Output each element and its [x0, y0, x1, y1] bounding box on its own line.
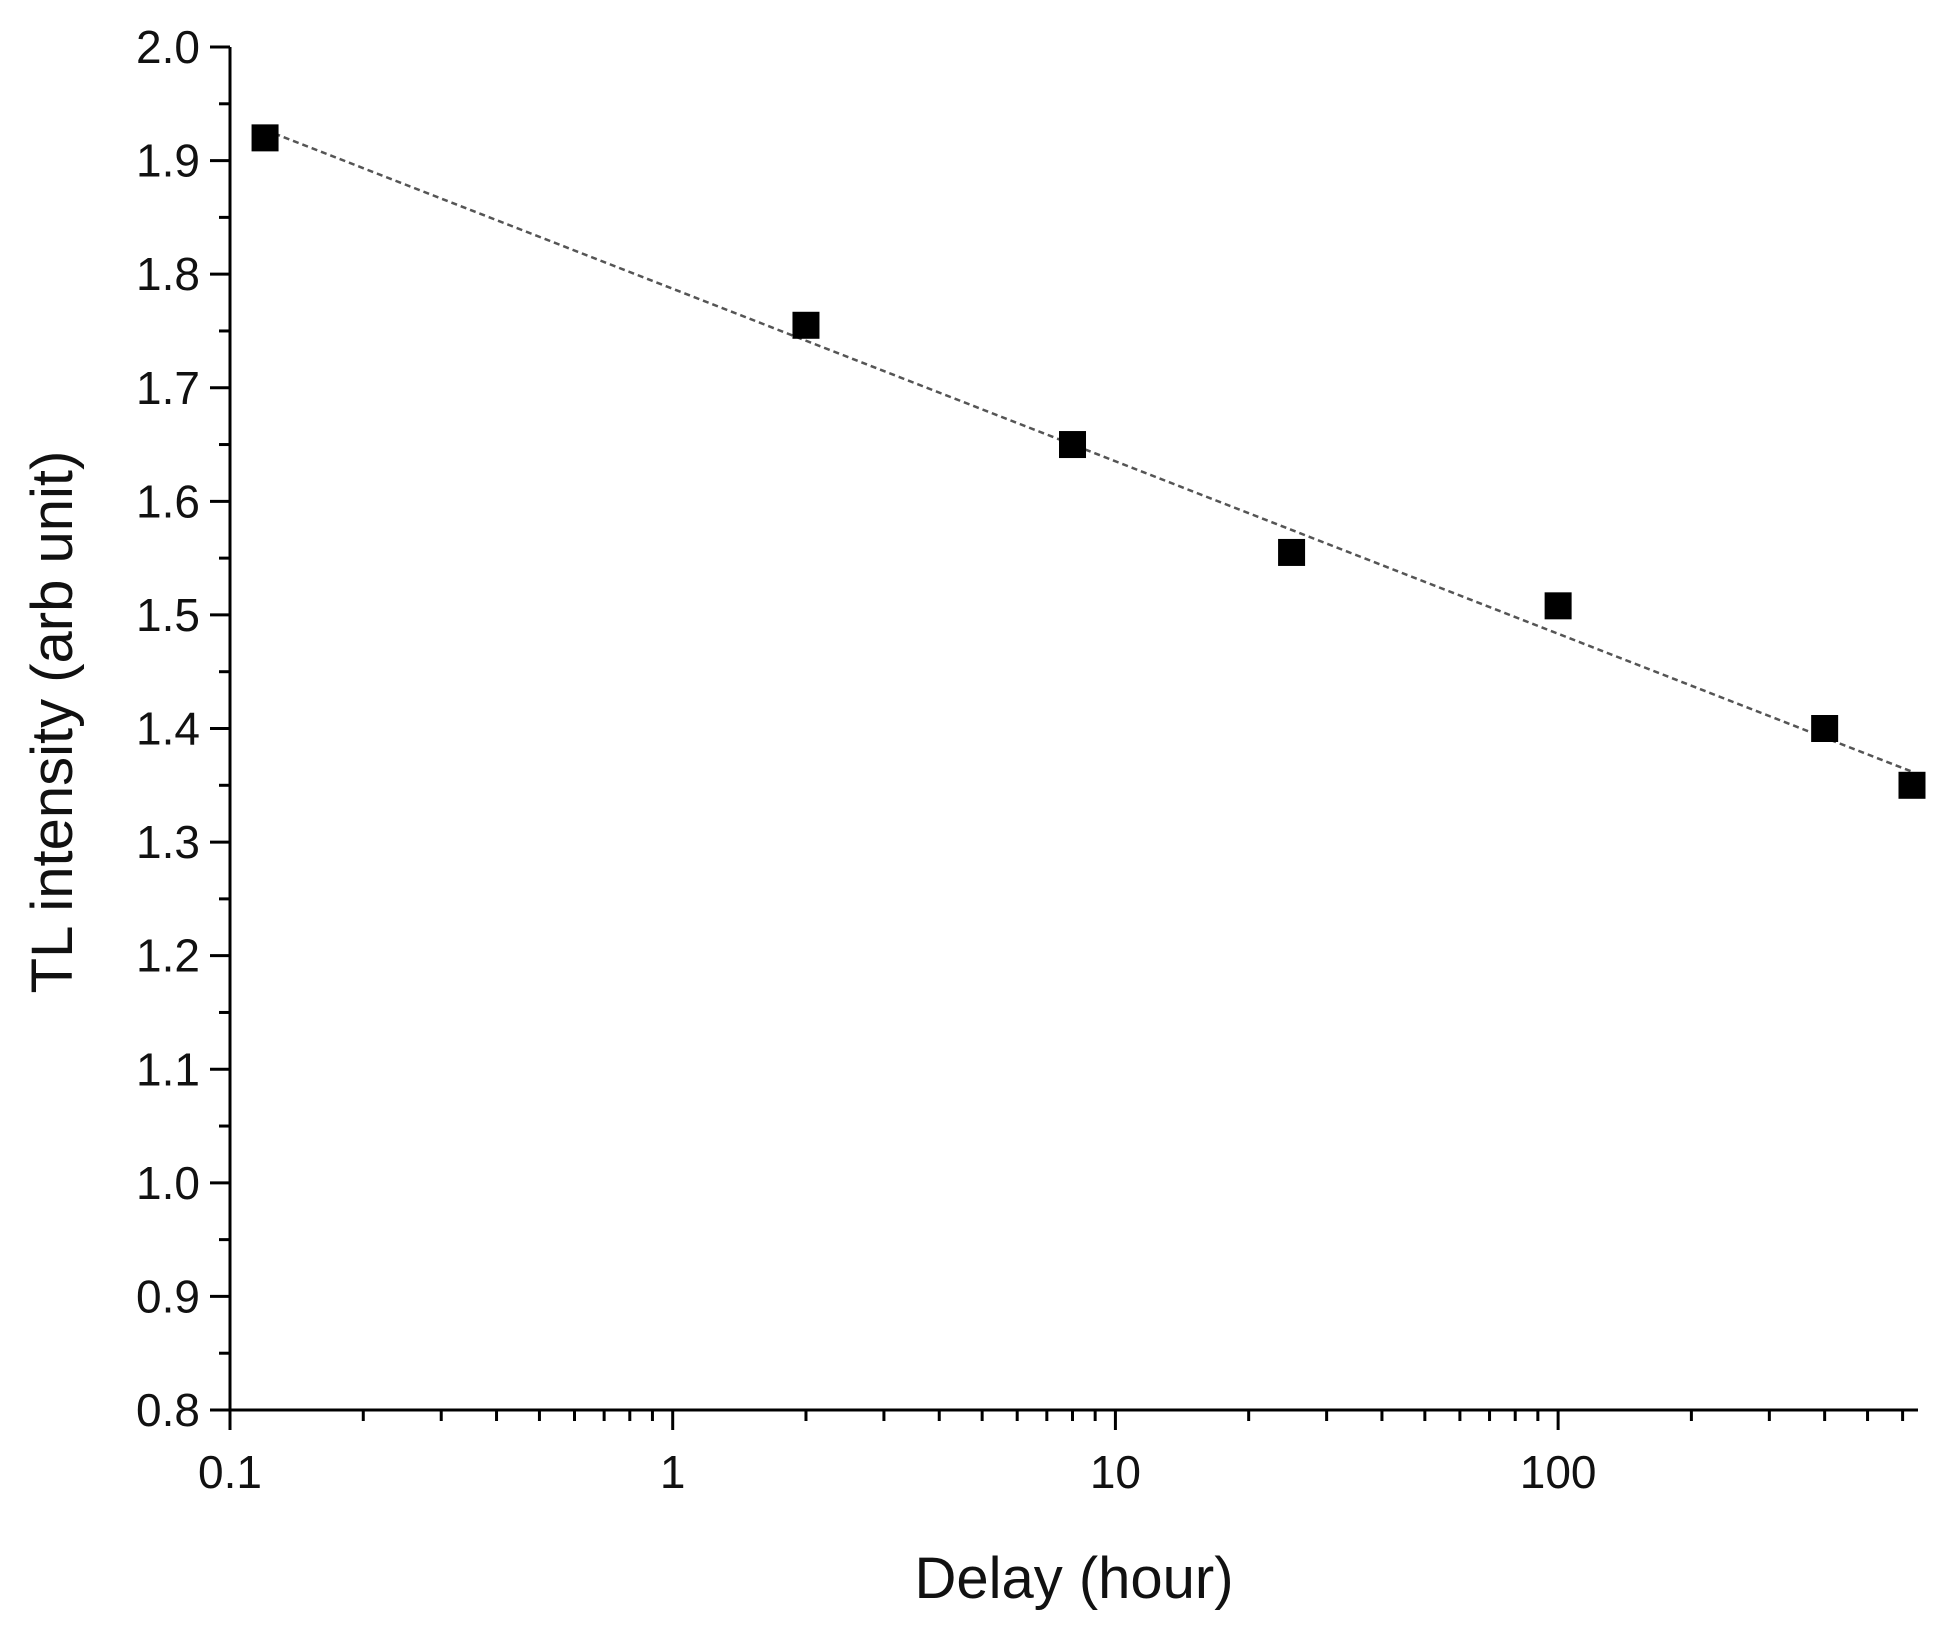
- y-tick-label: 1.8: [136, 248, 200, 300]
- data-points: [251, 124, 1926, 799]
- data-point: [1811, 715, 1839, 742]
- y-tick-label: 1.1: [136, 1043, 200, 1095]
- axes: [228, 47, 1918, 1412]
- data-point: [792, 311, 820, 339]
- y-tick-label: 1.3: [136, 816, 200, 868]
- data-point: [1059, 431, 1087, 459]
- y-tick-label: 1.4: [136, 703, 200, 755]
- x-tick-label: 0.1: [198, 1446, 262, 1498]
- data-point: [1544, 592, 1572, 620]
- y-tick-label: 1.5: [136, 589, 200, 641]
- y-tick-label: 1.0: [136, 1157, 200, 1209]
- data-point: [251, 124, 279, 152]
- x-tick-label: 1: [660, 1446, 686, 1498]
- y-tick-label: 1.9: [136, 135, 200, 187]
- y-tick-label: 0.8: [136, 1384, 200, 1436]
- data-point: [1898, 771, 1926, 799]
- x-axis-title: Delay (hour): [914, 1546, 1233, 1611]
- y-axis-title: TL intensity (arb unit): [20, 451, 85, 994]
- x-tick-label: 10: [1090, 1446, 1141, 1498]
- y-tick-label: 1.2: [136, 930, 200, 982]
- data-point: [1278, 538, 1306, 566]
- x-axis-ticks: 0.1 1 10 100: [198, 1410, 1905, 1498]
- x-tick-label: 100: [1520, 1446, 1597, 1498]
- y-axis-ticks: 0.8 0.9 1.0 1.1 1.2 1.3 1.4 1.5 1.6 1.7 1.8 1.9 2.0: [136, 21, 230, 1436]
- y-tick-label: 1.7: [136, 362, 200, 414]
- y-tick-label: 2.0: [136, 21, 200, 73]
- y-tick-label: 1.6: [136, 475, 200, 527]
- fit-line: [264, 128, 1913, 773]
- fit-line-layer: [264, 128, 1913, 773]
- y-tick-label: 0.9: [136, 1270, 200, 1322]
